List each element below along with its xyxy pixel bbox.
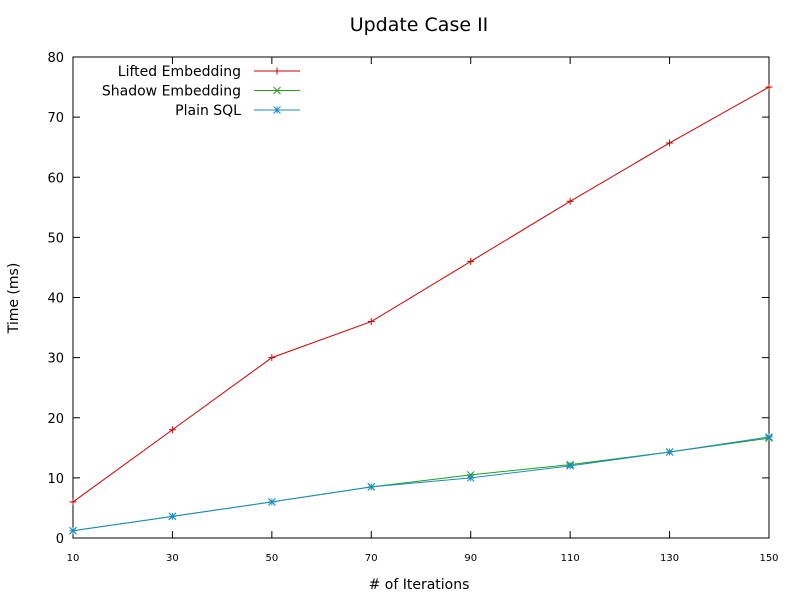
series-line xyxy=(72,86,770,503)
data-point xyxy=(69,498,77,506)
data-point xyxy=(666,139,674,147)
y-tick-label: 0 xyxy=(56,532,64,547)
x-tick-label: 30 xyxy=(166,553,179,564)
data-point xyxy=(367,318,375,326)
x-tick-label: 110 xyxy=(561,553,580,564)
y-tick-label: 50 xyxy=(47,231,64,246)
x-tick-label: 90 xyxy=(464,553,477,564)
y-tick-label: 80 xyxy=(47,51,64,66)
legend-entry: Plain SQL xyxy=(175,103,300,119)
chart-title: Update Case II xyxy=(350,14,489,36)
data-point xyxy=(765,83,773,91)
series-1 xyxy=(69,83,773,506)
data-point xyxy=(765,433,773,441)
x-tick-label: 70 xyxy=(365,553,378,564)
legend-entry: Shadow Embedding xyxy=(102,84,300,100)
data-point xyxy=(168,426,176,434)
legend-marker xyxy=(273,86,281,95)
series-3 xyxy=(69,433,773,535)
data-point xyxy=(168,512,177,521)
data-point xyxy=(69,526,77,535)
x-tick-label: 150 xyxy=(759,553,778,564)
legend-label: Shadow Embedding xyxy=(102,84,241,100)
series-line xyxy=(72,436,770,532)
data-point xyxy=(665,448,674,456)
data-point xyxy=(466,474,475,482)
y-tick-label: 20 xyxy=(47,412,64,427)
legend-label: Plain SQL xyxy=(175,103,241,119)
legend-marker xyxy=(273,67,281,75)
x-tick-label: 130 xyxy=(660,553,679,564)
y-tick-label: 60 xyxy=(47,171,64,186)
legend-entry: Lifted Embedding xyxy=(118,64,300,80)
y-axis-label: Time (ms) xyxy=(6,263,22,335)
legend-label: Lifted Embedding xyxy=(118,64,241,80)
data-point xyxy=(566,461,574,470)
data-point xyxy=(268,354,276,362)
legend: Lifted Embedding Shadow Embedding Plain SQ… xyxy=(102,64,300,119)
y-tick-label: 10 xyxy=(47,472,64,487)
y-tick-label: 70 xyxy=(47,111,64,126)
x-tick-label: 50 xyxy=(265,553,278,564)
x-tick-label: 10 xyxy=(67,553,80,564)
x-axis-label: # of Iterations xyxy=(369,577,470,593)
data-point xyxy=(367,483,376,491)
y-tick-label: 30 xyxy=(47,352,64,367)
y-tick-label: 40 xyxy=(47,292,64,307)
data-point xyxy=(566,197,574,205)
legend-marker xyxy=(273,106,281,114)
data-point xyxy=(467,257,475,265)
data-point xyxy=(268,498,276,506)
series-group xyxy=(69,83,773,535)
